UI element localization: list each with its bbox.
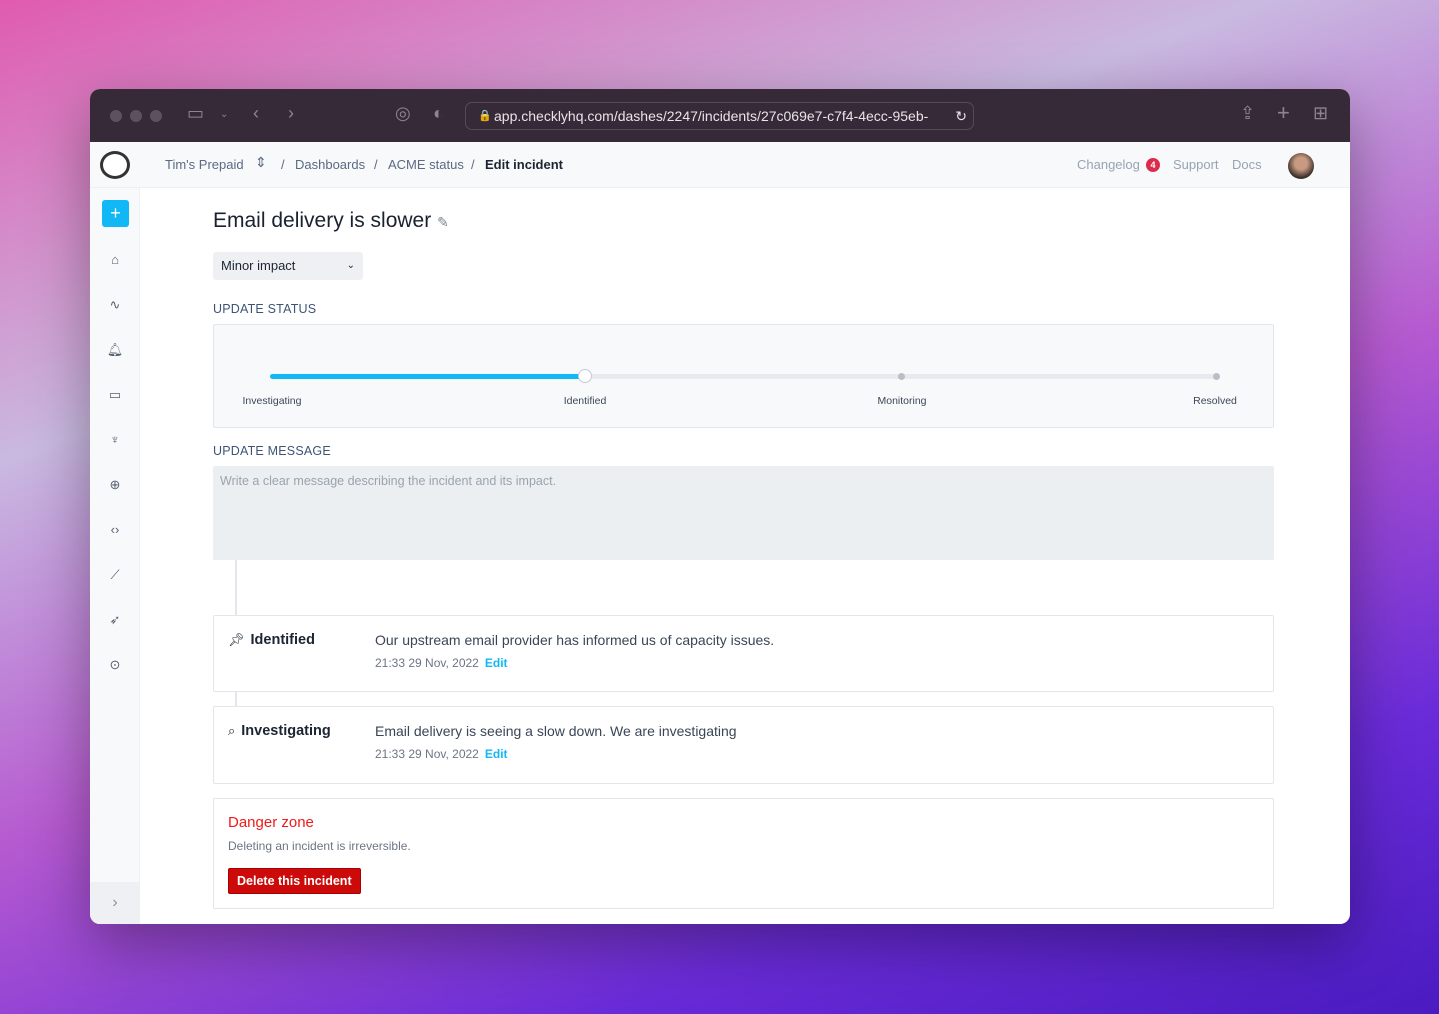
status-slider-handle[interactable] (578, 369, 593, 383)
update-card: 📌︎ Identified Our upstream email provider… (213, 615, 1274, 692)
impact-select[interactable]: Minor impact ⌄ (213, 252, 363, 280)
update-text: Email delivery is seeing a slow down. We… (375, 723, 737, 739)
location-icon[interactable]: ⊙ (109, 657, 121, 672)
update-status-label: UPDATE STATUS (213, 302, 317, 316)
update-status: 📌︎ Identified (228, 632, 315, 648)
url-text: app.checklyhq.com/dashes/2247/incidents/… (494, 108, 929, 124)
app-header: Tim's Prepaid ⇕ / Dashboards / ACME stat… (90, 142, 1350, 188)
password-manager-icon[interactable]: ◎ (395, 103, 411, 123)
tab-overview-icon[interactable]: ⊞ (1313, 103, 1329, 123)
breadcrumb-account[interactable]: Tim's Prepaid (165, 157, 244, 172)
status-progress-fill (270, 374, 586, 379)
address-bar[interactable]: 🔒 app.checklyhq.com/dashes/2247/incident… (465, 102, 974, 130)
sidebar: + ⌂ ∿ 🔔︎ ▭ ♆ ⊕ ‹› ⟋ ➶ ⊙ › (90, 188, 140, 924)
update-card: ⌕ Investigating Email delivery is seeing … (213, 706, 1274, 784)
incident-title: Email delivery is slower ✎ (213, 209, 449, 232)
edit-update-link[interactable]: Edit (484, 656, 508, 670)
back-icon[interactable]: ‹ (253, 103, 259, 123)
expand-sidebar-button[interactable]: › (90, 882, 140, 924)
breadcrumb-current: Edit incident (485, 157, 563, 172)
support-link[interactable]: Support (1173, 157, 1219, 172)
update-status: ⌕ Investigating (228, 723, 331, 739)
close-window-button[interactable] (110, 110, 122, 122)
new-tab-icon[interactable]: + (1277, 100, 1290, 125)
code-icon[interactable]: ‹› (110, 522, 120, 537)
browser-titlebar: ▭ ⌄ ‹ › ◎ ◐ 🔒 app.checklyhq.com/dashes/2… (90, 89, 1350, 142)
bell-icon[interactable]: 🔔︎ (106, 342, 124, 357)
rocket-icon[interactable]: ➶ (109, 612, 121, 627)
update-message-label: UPDATE MESSAGE (213, 444, 331, 458)
browser-window: ▭ ⌄ ‹ › ◎ ◐ 🔒 app.checklyhq.com/dashes/2… (90, 89, 1350, 924)
breadcrumb-acme-status[interactable]: ACME status (388, 157, 464, 172)
step-identified[interactable]: Identified (563, 395, 607, 407)
step-resolved[interactable]: Resolved (1193, 395, 1237, 407)
create-button[interactable]: + (102, 200, 129, 227)
user-avatar[interactable] (1288, 153, 1314, 179)
step-dot-monitoring[interactable] (897, 373, 905, 380)
reload-icon[interactable]: ↻ (955, 108, 967, 124)
share-icon[interactable]: ⇪ (1240, 103, 1256, 123)
delete-incident-button[interactable]: Delete this incident (228, 868, 361, 894)
forward-icon[interactable]: › (288, 103, 294, 123)
lock-icon: 🔒 (478, 110, 492, 122)
step-dot-resolved[interactable] (1213, 373, 1220, 380)
edit-update-link[interactable]: Edit (484, 747, 508, 761)
minimize-window-button[interactable] (130, 110, 142, 122)
breadcrumb-dashboards[interactable]: Dashboards (295, 157, 366, 172)
globe-icon[interactable]: ⊕ (109, 477, 121, 492)
step-monitoring[interactable]: Monitoring (877, 395, 927, 407)
danger-zone-title: Danger zone (228, 814, 314, 831)
status-slider-box: Investigating Identified Monitoring Reso… (213, 324, 1274, 428)
chevron-down-icon[interactable]: ⌄ (220, 109, 229, 120)
update-time: 21:33 29 Nov, 2022 (375, 747, 479, 761)
activity-icon[interactable]: ∿ (109, 297, 121, 312)
update-message-input[interactable]: Write a clear message describing the inc… (213, 466, 1274, 560)
status-slider[interactable] (270, 369, 1220, 383)
pencil-icon[interactable]: ✎ (437, 214, 449, 230)
monitor-icon[interactable]: ▭ (108, 387, 122, 402)
search-icon: ⌕ (228, 723, 236, 738)
timeline-line (235, 560, 237, 615)
chart-icon[interactable]: ⟋ (110, 567, 120, 582)
danger-zone-text: Deleting an incident is irreversible. (228, 839, 411, 853)
home-icon[interactable]: ⌂ (111, 252, 119, 267)
sidebar-toggle-icon[interactable]: ▭ (187, 103, 205, 123)
update-text: Our upstream email provider has informed… (375, 632, 775, 648)
danger-zone: Danger zone Deleting an incident is irre… (213, 798, 1274, 909)
update-time: 21:33 29 Nov, 2022 (375, 656, 479, 670)
shield-icon[interactable]: ◐ (433, 103, 444, 123)
account-switch-icon[interactable]: ⇕ (255, 154, 267, 170)
wrench-icon[interactable]: ♆ (110, 432, 120, 447)
changelog-badge: 4 (1146, 158, 1160, 172)
pin-icon: 📌︎ (228, 632, 245, 647)
timeline-line (235, 692, 237, 706)
checkly-logo[interactable] (100, 151, 130, 179)
docs-link[interactable]: Docs (1232, 157, 1262, 172)
step-investigating[interactable]: Investigating (242, 395, 302, 407)
chevron-down-icon: ⌄ (346, 260, 355, 271)
changelog-link[interactable]: Changelog (1077, 157, 1140, 172)
maximize-window-button[interactable] (150, 110, 162, 122)
